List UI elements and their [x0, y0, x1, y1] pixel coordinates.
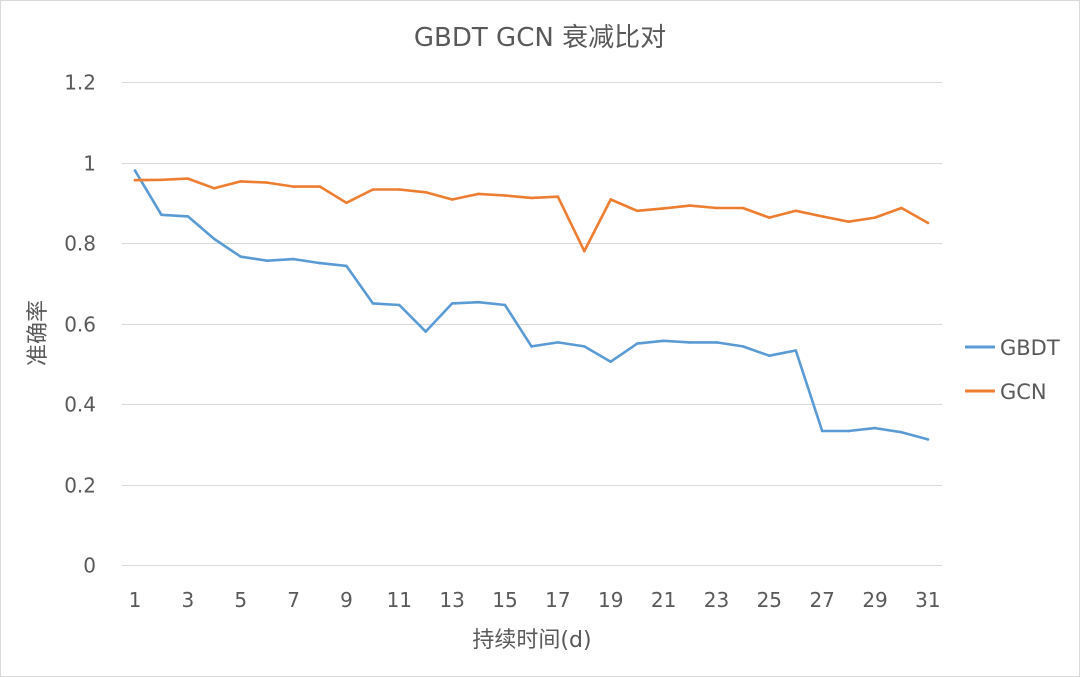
data-point-gbdt [424, 330, 428, 333]
data-point-gbdt [715, 341, 718, 344]
data-point-gcn [239, 180, 242, 183]
y-tick-label: 1.2 [64, 71, 96, 95]
y-tick-label: 1 [83, 152, 96, 176]
y-tick-label: 0.4 [64, 393, 96, 417]
data-point-gbdt [450, 302, 454, 305]
chart-title: GBDT GCN 衰减比对 [414, 23, 666, 53]
data-point-gcn [688, 204, 692, 207]
x-tick-label: 21 [651, 588, 676, 612]
y-tick-label: 0.6 [64, 313, 96, 337]
data-point-gbdt [794, 349, 798, 352]
data-point-gbdt [398, 303, 401, 307]
y-axis-tick-labels: 0 0.2 0.4 0.6 0.8 1 1.2 [64, 71, 96, 578]
x-tick-label: 19 [598, 588, 623, 612]
data-point-gcn [292, 185, 295, 188]
data-point-gcn [715, 206, 718, 210]
x-tick-label: 27 [809, 588, 834, 612]
legend-label-gcn: GCN [1000, 380, 1047, 404]
data-point-gbdt [873, 426, 877, 430]
data-point-gcn [265, 181, 269, 184]
data-point-gcn [609, 198, 612, 201]
y-tick-label: 0.8 [64, 232, 96, 256]
data-point-gcn [635, 209, 639, 213]
data-point-gbdt [662, 339, 665, 343]
x-tick-label: 7 [287, 588, 300, 612]
x-tick-label: 31 [915, 588, 940, 612]
data-point-gbdt [371, 302, 375, 305]
data-point-gbdt [186, 215, 190, 218]
data-point-gcn [186, 177, 190, 180]
data-point-gbdt [847, 429, 850, 433]
y-tick-label: 0.2 [64, 474, 96, 498]
x-tick-label: 1 [129, 588, 142, 612]
y-tick-label: 0 [83, 554, 96, 578]
data-point-gcn [794, 209, 798, 213]
gridlines [122, 82, 942, 566]
data-point-gbdt [583, 345, 586, 348]
data-point-gbdt [160, 213, 163, 217]
data-point-gbdt [133, 169, 137, 172]
x-tick-label: 29 [862, 588, 887, 612]
data-point-gcn [741, 206, 745, 210]
data-point-gbdt [239, 255, 242, 258]
data-point-gcn [318, 185, 322, 188]
data-point-gbdt [503, 303, 507, 307]
x-tick-label: 9 [340, 588, 353, 612]
data-point-gcn [847, 220, 850, 223]
data-point-gbdt [926, 438, 930, 441]
data-point-gcn [371, 188, 375, 191]
data-point-gcn [873, 216, 877, 219]
data-point-gcn [133, 178, 137, 182]
data-point-gbdt [265, 259, 269, 263]
data-point-gbdt [741, 345, 745, 348]
data-point-gbdt [768, 354, 771, 358]
legend: GBDT GCN [965, 336, 1060, 404]
data-point-gcn [477, 192, 480, 196]
data-point-gcn [926, 221, 930, 225]
data-point-gcn [820, 215, 824, 218]
data-point-gcn [450, 198, 454, 201]
data-point-gbdt [213, 237, 216, 241]
data-point-gcn [583, 249, 586, 253]
data-point-gbdt [477, 300, 480, 304]
data-point-gcn [503, 194, 507, 197]
data-point-gbdt [609, 360, 612, 364]
data-point-gcn [900, 206, 903, 210]
data-point-gcn [424, 191, 428, 194]
legend-label-gbdt: GBDT [1000, 336, 1060, 360]
x-axis-title: 持续时间(d) [472, 628, 591, 653]
data-point-gcn [398, 188, 401, 191]
x-tick-label: 23 [704, 588, 729, 612]
x-tick-label: 5 [234, 588, 247, 612]
data-point-gbdt [688, 341, 692, 344]
data-point-gbdt [292, 257, 295, 261]
data-point-gcn [345, 201, 348, 205]
x-tick-label: 13 [439, 588, 464, 612]
x-tick-label: 25 [757, 588, 782, 612]
series-lines [133, 169, 930, 441]
data-point-gbdt [556, 341, 560, 344]
data-point-gbdt [318, 261, 322, 265]
data-point-gbdt [635, 342, 639, 345]
x-tick-label: 11 [387, 588, 412, 612]
data-point-gbdt [345, 264, 348, 268]
data-point-gcn [530, 196, 533, 200]
x-tick-label: 3 [181, 588, 194, 612]
data-point-gbdt [820, 429, 824, 433]
data-point-gbdt [530, 345, 533, 348]
data-point-gcn [768, 216, 771, 219]
x-tick-label: 17 [545, 588, 570, 612]
data-point-gcn [662, 207, 665, 210]
data-point-gbdt [900, 430, 903, 434]
data-point-gcn [160, 178, 163, 182]
x-axis-tick-labels: 1 3 5 7 9 11 13 15 17 19 21 23 25 27 29 31 [129, 588, 941, 612]
x-tick-label: 15 [492, 588, 517, 612]
data-point-gcn [556, 195, 560, 198]
y-axis-title: 准确率 [26, 300, 51, 366]
data-point-gcn [213, 187, 216, 190]
